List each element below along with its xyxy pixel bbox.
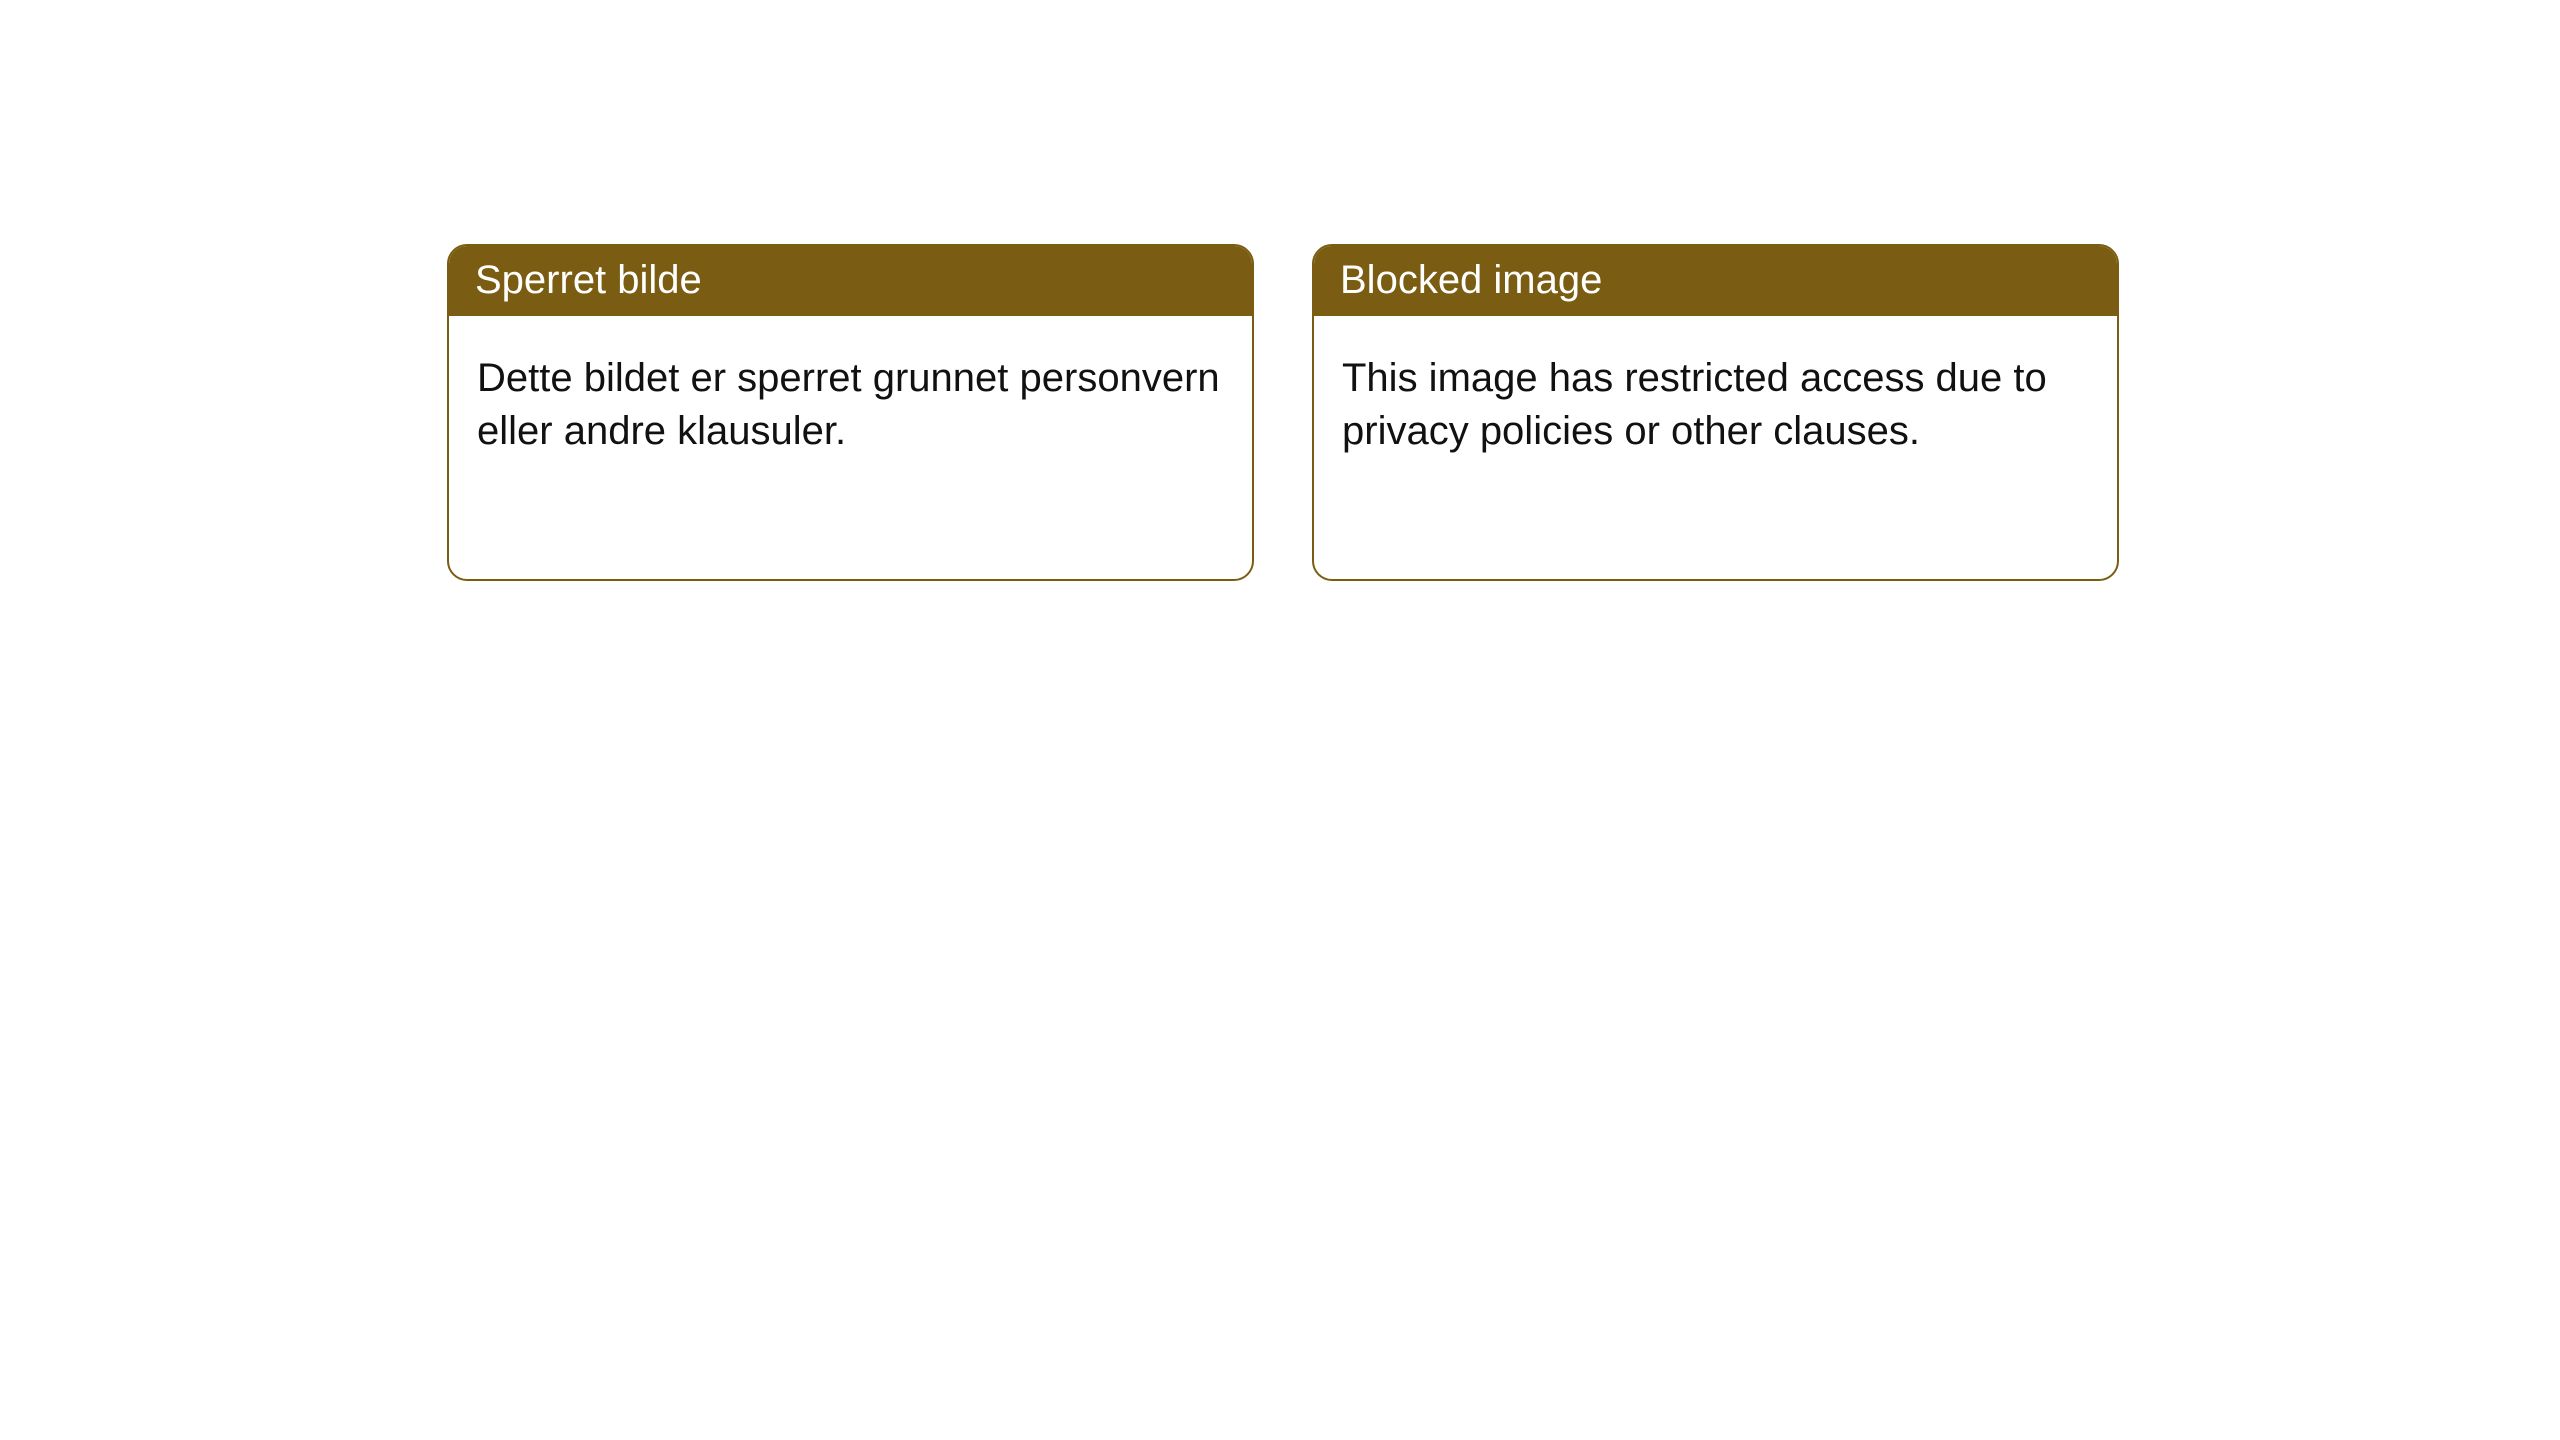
notice-card-body: This image has restricted access due to … xyxy=(1314,316,2117,486)
notice-card-norwegian: Sperret bilde Dette bildet er sperret gr… xyxy=(447,244,1254,581)
notice-card-title: Blocked image xyxy=(1314,246,2117,316)
notice-card-english: Blocked image This image has restricted … xyxy=(1312,244,2119,581)
notice-container: Sperret bilde Dette bildet er sperret gr… xyxy=(0,0,2560,581)
notice-card-title: Sperret bilde xyxy=(449,246,1252,316)
notice-card-body: Dette bildet er sperret grunnet personve… xyxy=(449,316,1252,486)
